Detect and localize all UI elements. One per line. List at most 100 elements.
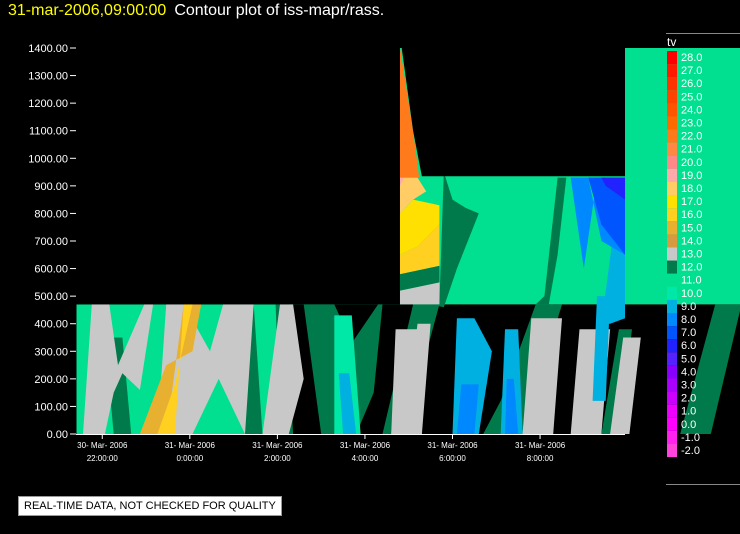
plot-header: 31-mar-2006,09:00:00 Contour plot of iss-…	[8, 2, 384, 20]
contour-regions	[76, 48, 740, 434]
x-tick-time: 2:00:00	[264, 454, 291, 463]
colorbar-swatch	[667, 260, 677, 274]
no-data-mask-left	[76, 48, 400, 305]
y-axis: 0.00 100.00 200.00 300.00 400.00 500.00 600.00…	[28, 43, 77, 441]
colorbar-level-label: 22.0	[681, 131, 702, 143]
contour-region-38	[601, 177, 625, 200]
colorbar-swatch	[667, 299, 677, 313]
colorbar-swatch	[667, 417, 677, 431]
y-tick-label: 1000.00	[28, 153, 68, 165]
legend-divider-top	[666, 33, 740, 34]
y-tick-label: 400.00	[34, 319, 68, 331]
contour-region-41	[400, 224, 440, 275]
contour-region-43	[400, 177, 427, 214]
colorbar-swatch	[667, 103, 677, 117]
x-tick-time: 6:00:00	[439, 454, 466, 463]
colorbar-level-label: 25.0	[681, 91, 702, 103]
x-tick-date: 31- Mar- 2006	[165, 441, 216, 450]
colorbar-swatch	[667, 444, 677, 458]
contour-region-42	[400, 199, 440, 255]
colorbar-swatch	[667, 155, 677, 169]
colorbar-level-label: 18.0	[681, 183, 702, 195]
legend-divider-bottom	[666, 484, 740, 485]
y-tick-label: 200.00	[34, 374, 68, 386]
colorbar-swatch	[667, 234, 677, 248]
colorbar-level-label: 24.0	[681, 104, 702, 116]
x-tick-time: 8:00:00	[527, 454, 554, 463]
colorbar-level-label: -2.0	[681, 445, 700, 457]
colorbar-level-label: 11.0	[681, 275, 702, 287]
contour-region-39	[400, 282, 440, 305]
plot-title: Contour plot of iss-mapr/rass.	[174, 2, 385, 19]
contour-region-31	[456, 384, 479, 434]
y-tick-label: 0.00	[47, 429, 68, 441]
contour-region-28	[522, 318, 562, 434]
x-tick-date: 31- Mar- 2006	[515, 441, 566, 450]
colorbar-level-label: 21.0	[681, 144, 702, 156]
colorbar-level-label: 6.0	[681, 340, 696, 352]
x-tick-time: 22:00:00	[87, 454, 119, 463]
colorbar-level-label: 20.0	[681, 157, 702, 169]
colorbar-swatch	[667, 391, 677, 405]
colorbar-level-label: 15.0	[681, 222, 702, 234]
colorbar-level-label: 17.0	[681, 196, 702, 208]
quality-notice: REAL-TIME DATA, NOT CHECKED FOR QUALITY	[18, 496, 282, 516]
colorbar-swatch	[667, 352, 677, 366]
colorbar-swatch	[667, 168, 677, 182]
y-tick-label: 300.00	[34, 346, 68, 358]
colorbar-level-label: 2.0	[681, 393, 696, 405]
colorbar-swatch	[667, 273, 677, 287]
contour-region-17	[610, 337, 641, 434]
colorbar-level-label: 16.0	[681, 209, 702, 221]
x-axis: 30- Mar- 2006 22:00:00 31- Mar- 2006 0:00:0…	[76, 434, 625, 463]
colorbar-level-label: 8.0	[681, 314, 696, 326]
colorbar-level-label: 14.0	[681, 235, 702, 247]
colorbar-swatch	[667, 64, 677, 78]
colorbar-swatch	[667, 430, 677, 444]
colorbar-swatch	[667, 116, 677, 130]
x-tick-time: 4:00:00	[352, 454, 379, 463]
colorbar-title: tv	[667, 35, 676, 49]
colorbar-level-label: 10.0	[681, 288, 702, 300]
contour-region-18	[139, 304, 202, 434]
colorbar-swatch	[667, 326, 677, 340]
colorbar-level-label: 28.0	[681, 52, 702, 64]
y-tick-label: 1400.00	[28, 43, 68, 55]
contour-region-9	[680, 304, 740, 434]
x-tick-date: 31- Mar- 2006	[427, 441, 478, 450]
colorbar-swatch	[667, 51, 677, 65]
colorbar-swatch	[667, 247, 677, 261]
colorbar-swatch	[667, 208, 677, 222]
contour-region-13	[83, 304, 154, 434]
contour-region-6	[430, 172, 479, 308]
colorbar-level-label: 7.0	[681, 327, 696, 339]
colorbar-level-label: 9.0	[681, 301, 696, 313]
colorbar-level-label: 4.0	[681, 366, 696, 378]
contour-region-8	[535, 177, 567, 305]
colorbar-swatch	[667, 90, 677, 104]
colorbar-swatch	[667, 195, 677, 209]
contour-region-40	[400, 265, 440, 291]
colorbar-level-label: 12.0	[681, 262, 702, 274]
colorbar-swatch	[667, 142, 677, 156]
contour-region-33	[505, 378, 519, 434]
colorbar-swatch	[667, 221, 677, 235]
contour-region-12	[338, 373, 357, 434]
colorbar-level-label: -1.0	[681, 432, 700, 444]
y-tick-label: 1200.00	[28, 98, 68, 110]
colorbar-swatch	[667, 313, 677, 327]
no-data-mask-right	[399, 48, 625, 177]
contour-region-44	[400, 177, 405, 186]
y-tick-label: 1100.00	[29, 126, 68, 138]
colorbar-swatch	[667, 286, 677, 300]
contour-region-15	[262, 304, 304, 434]
y-tick-label: 700.00	[34, 236, 68, 248]
colorbar-level-label: 19.0	[681, 170, 702, 182]
colorbar-level-label: 27.0	[681, 65, 702, 77]
colorbar-level-label: 23.0	[681, 118, 702, 130]
contour-region-19	[157, 304, 193, 434]
colorbar-legend: tv 28.027.026.025.024.0 23.022.021.020.019…	[667, 35, 702, 458]
x-tick-date: 31- Mar- 2006	[252, 441, 303, 450]
contour-region-37	[588, 177, 625, 255]
